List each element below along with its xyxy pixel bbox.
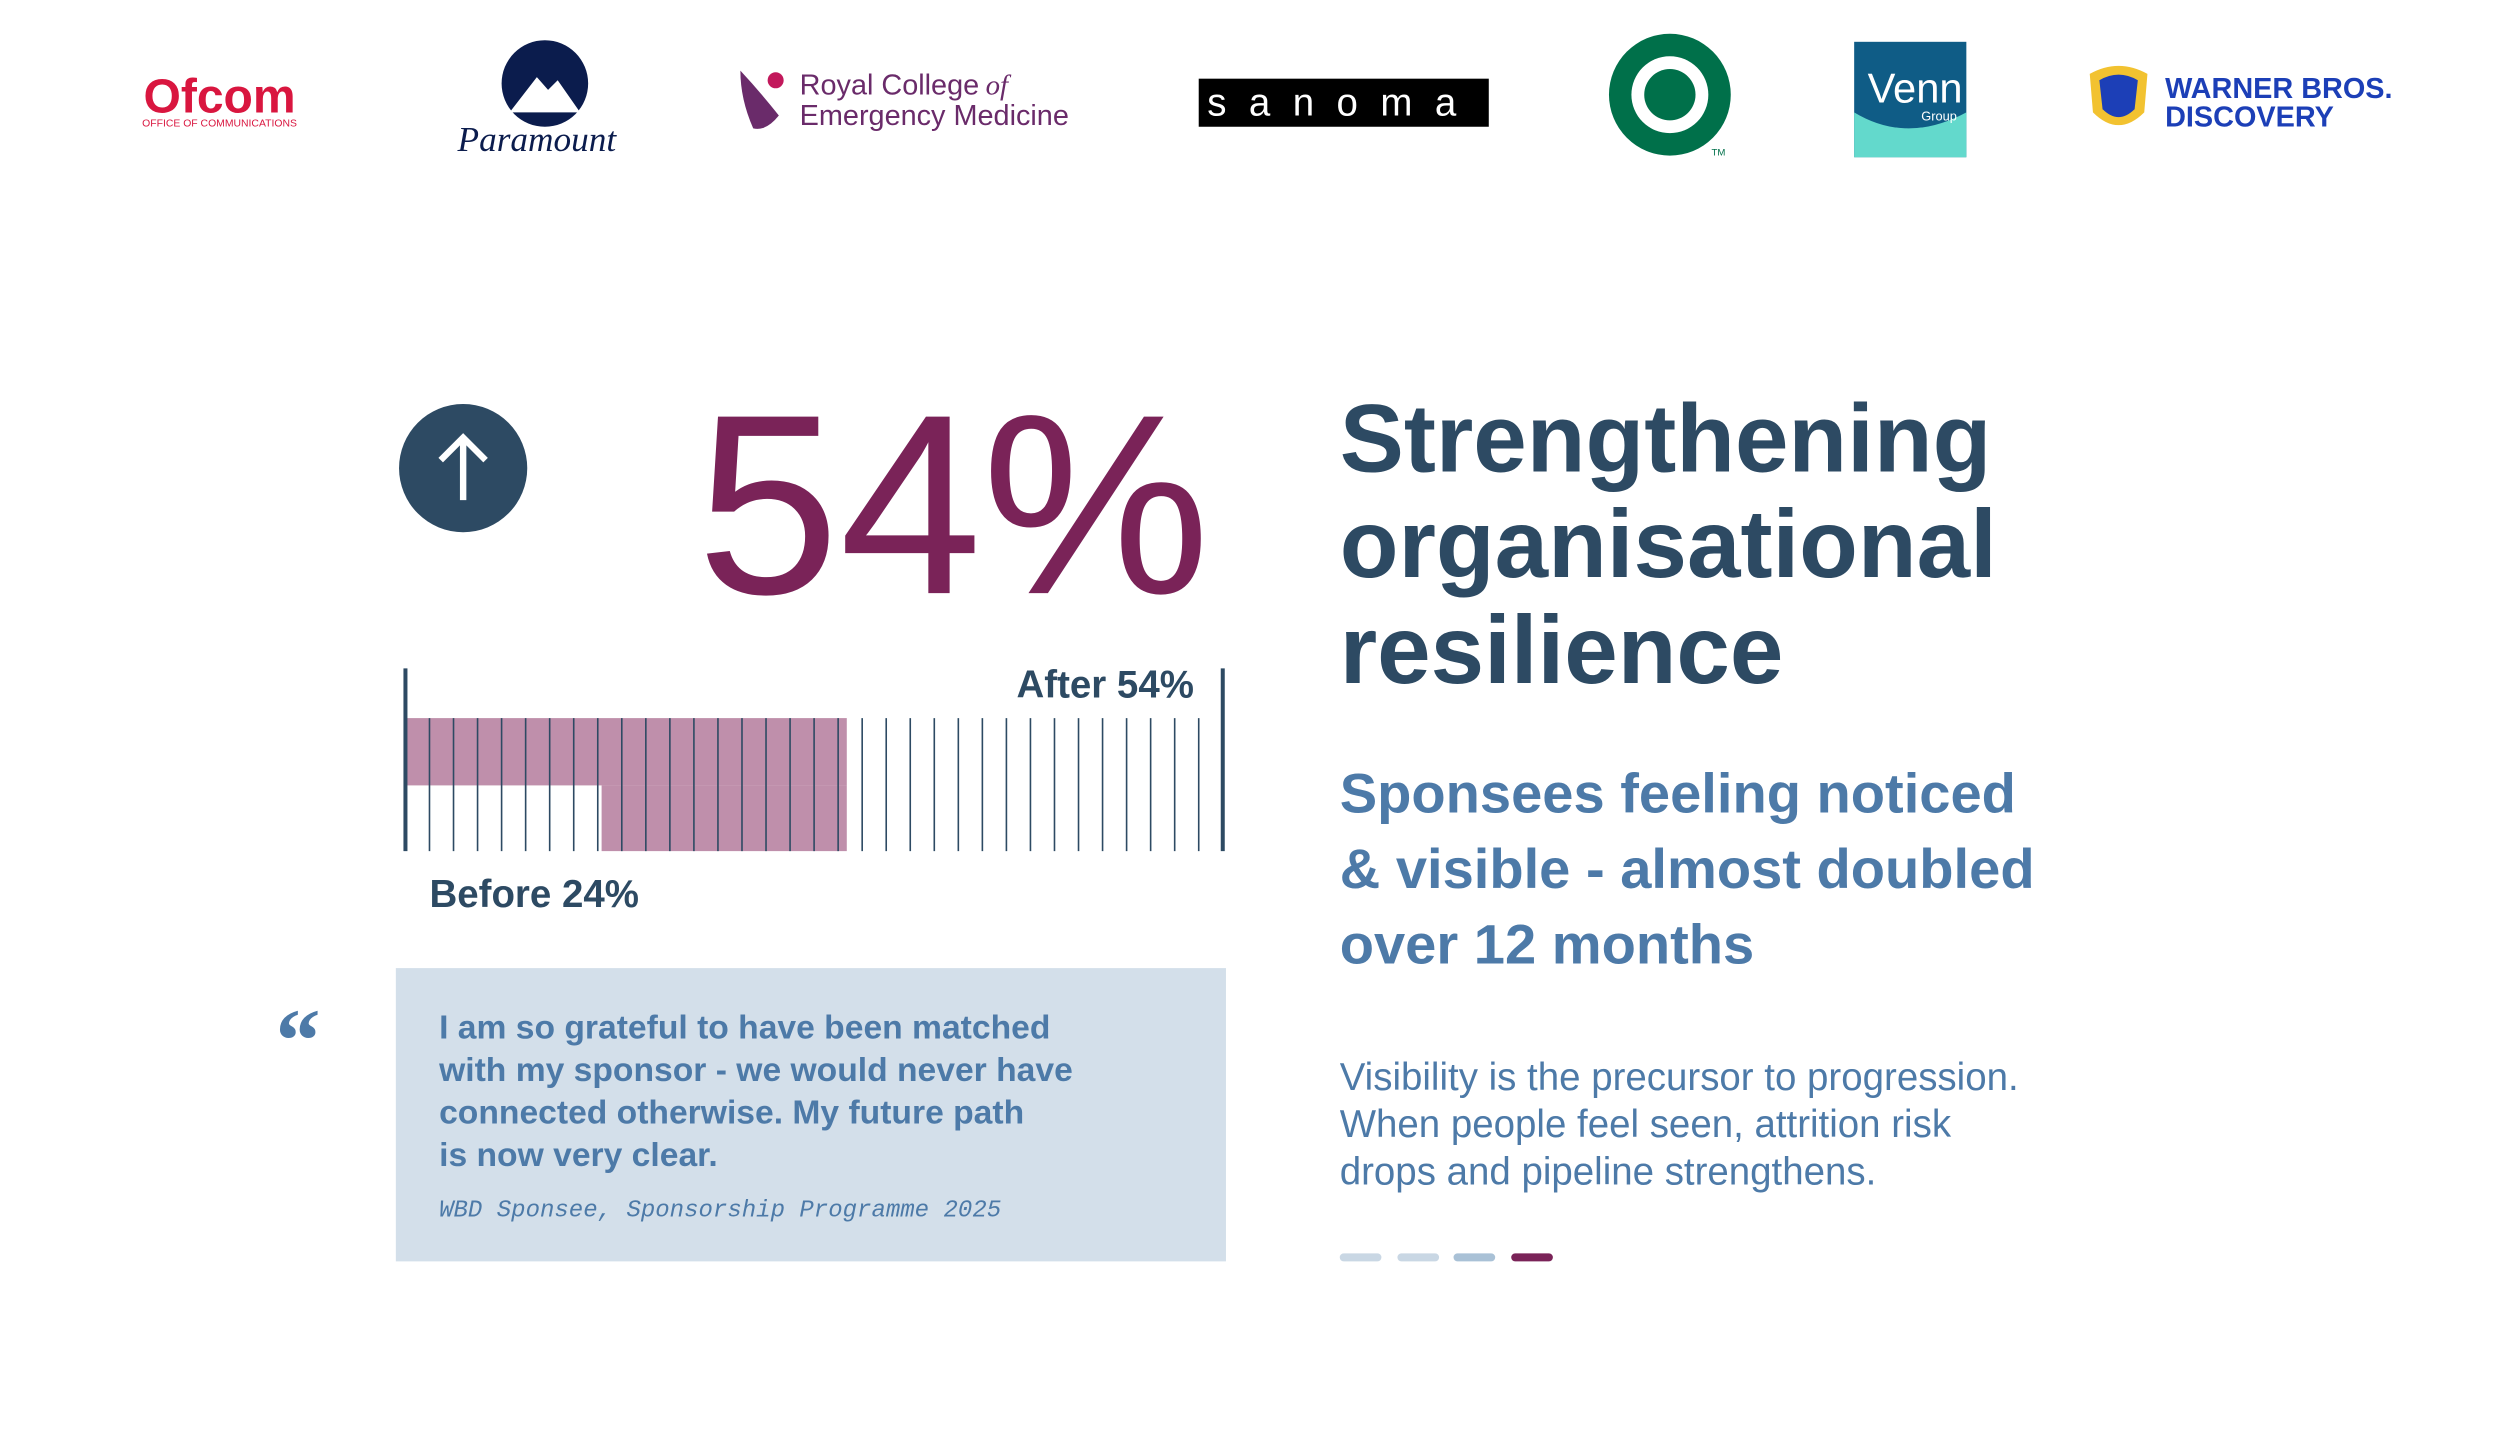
logo-text: DISCOVERY xyxy=(2165,102,2334,134)
quote-text: I am so grateful to have been matched wit… xyxy=(438,1010,1073,1174)
logo-shape xyxy=(509,77,581,113)
logo-text: Paramount xyxy=(457,120,618,159)
logo-sanoma: sanoma xyxy=(1198,78,1489,127)
logo-ofcom: Ofcom OFFICE OF COMMUNICATIONS xyxy=(142,69,297,129)
logo-text: WARNER BROS. xyxy=(2165,73,2392,105)
logo-venn: Venn Group xyxy=(1854,41,1967,158)
logo-wbd: WARNER BROS. DISCOVERY xyxy=(2089,65,2393,134)
logo-text: Emergency Medicine xyxy=(800,100,1069,132)
logo-text: OFFICE OF COMMUNICATIONS xyxy=(142,119,297,130)
logo-starbucks: TM xyxy=(1608,33,1731,159)
text-line: When people feel seen, attrition risk xyxy=(1340,1103,1952,1146)
after-label: After 54% xyxy=(1017,663,1194,706)
text-line: & visible - almost doubled xyxy=(1340,837,2035,900)
page-dot[interactable] xyxy=(1397,1253,1440,1262)
logo-text: sanoma xyxy=(1207,82,1478,125)
stat-value: 54% xyxy=(697,362,1210,648)
subheading: Sponsees feeling noticed & visible - almo… xyxy=(1340,762,2035,976)
gain-bar xyxy=(601,785,847,852)
page-dot[interactable] xyxy=(1339,1253,1382,1262)
text-line: over 12 months xyxy=(1340,912,1754,975)
text-line: drops and pipeline strengthens. xyxy=(1340,1150,1877,1193)
logo-text: of xyxy=(986,70,1012,102)
logo-shape xyxy=(501,40,589,127)
text-line: with my sponsor - we would never have xyxy=(438,1052,1073,1089)
logo-text: Ofcom xyxy=(143,69,295,123)
body-text: Visibility is the precursor to progressi… xyxy=(1340,1056,2019,1194)
after-bar xyxy=(405,718,847,786)
logo-shape xyxy=(1854,112,1967,158)
text-line: Sponsees feeling noticed xyxy=(1340,762,2016,825)
logo-text: Group xyxy=(1921,108,1957,123)
text-line: organisational xyxy=(1340,491,1997,598)
page-dot[interactable] xyxy=(1453,1253,1496,1262)
logo-shape xyxy=(1198,78,1489,127)
logo-shape xyxy=(767,72,784,89)
logo-shape xyxy=(740,70,779,129)
text-line: is now very clear. xyxy=(439,1137,718,1174)
text-line: resilience xyxy=(1340,597,1784,704)
page-dot-active[interactable] xyxy=(1511,1253,1553,1262)
logo-shape xyxy=(1644,69,1696,121)
text-line: connected otherwise. My future path xyxy=(439,1095,1024,1132)
quote-mark: “ xyxy=(276,992,321,1091)
text-line: I am so grateful to have been matched xyxy=(439,1010,1050,1047)
text-line: Visibility is the precursor to progressi… xyxy=(1340,1056,2019,1099)
logo-text: TM xyxy=(1712,148,1726,159)
quote-attribution: WBD Sponsee, Sponsorship Programme 2025 xyxy=(439,1197,1001,1224)
text-line: Strengthening xyxy=(1340,385,1992,492)
logo-rcem: Royal College of Emergency Medicine xyxy=(740,70,1069,132)
bar-chart xyxy=(403,668,1225,852)
up-arrow xyxy=(438,433,488,501)
quote-box xyxy=(395,968,1226,1262)
logo-shape xyxy=(2099,74,2138,118)
logo-paramount: Paramount xyxy=(457,40,618,159)
logo-text: Royal College xyxy=(800,70,979,102)
logo-text: Venn xyxy=(1868,65,1963,112)
before-label: Before 24% xyxy=(429,873,638,916)
